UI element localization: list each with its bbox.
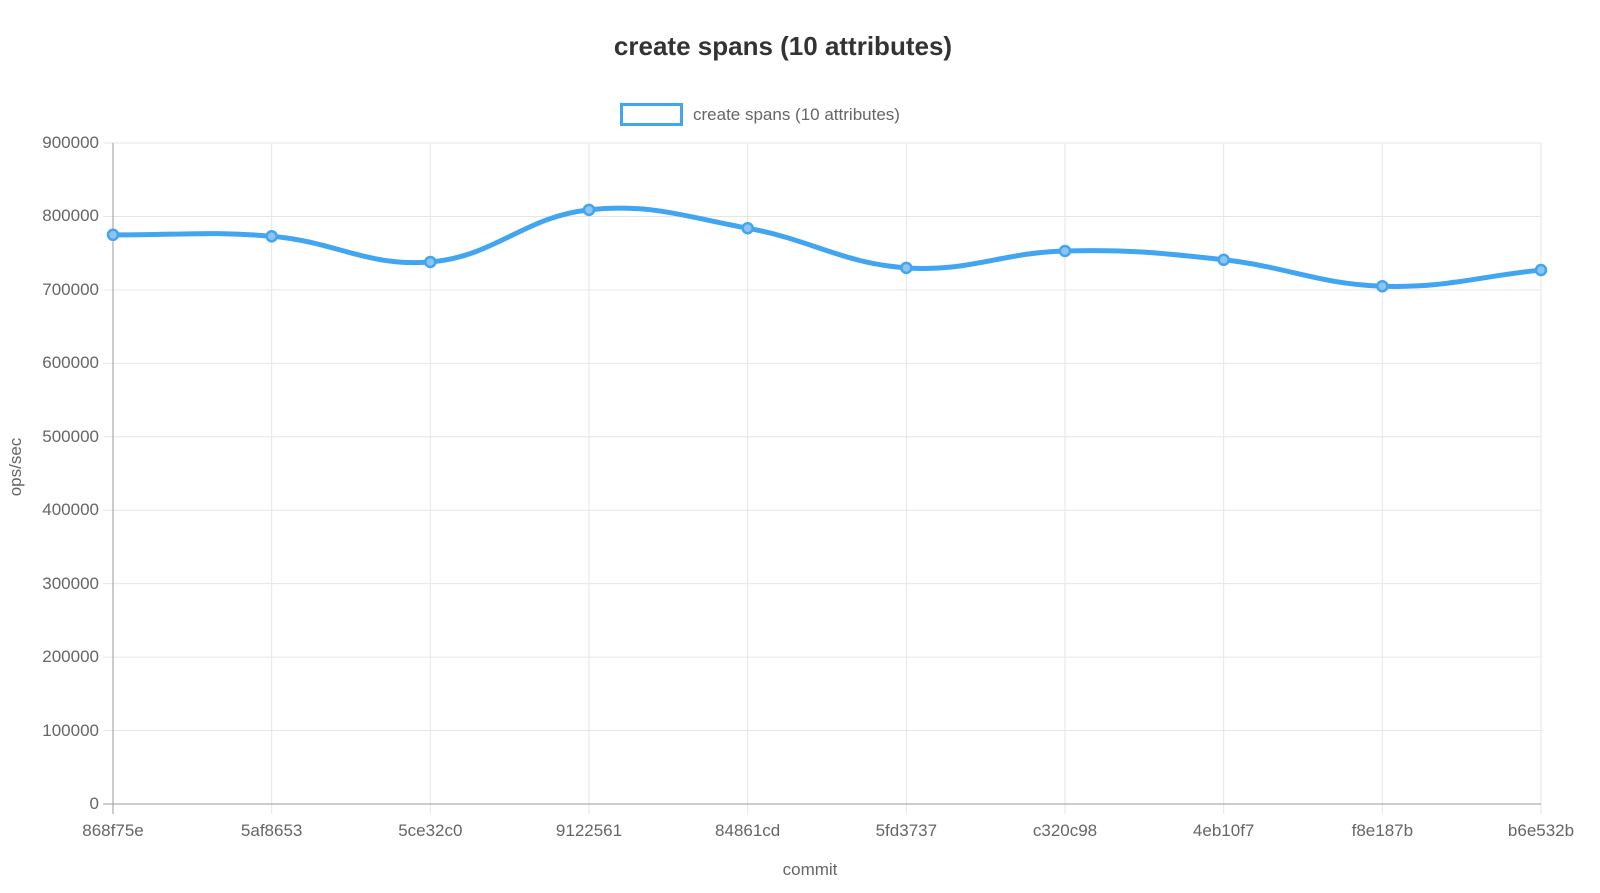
x-tick-label: 5ce32c0: [398, 821, 463, 840]
x-axis-title: commit: [782, 860, 838, 879]
legend-label: create spans (10 attributes): [693, 104, 900, 124]
x-tick-label: c320c98: [1032, 821, 1098, 840]
x-tick-label: 868f75e: [82, 821, 144, 840]
y-tick-label: 100000: [42, 720, 99, 740]
y-tick-label: 500000: [42, 426, 99, 446]
x-tick-label: b6e532b: [1507, 821, 1575, 840]
chart-title: create spans (10 attributes): [613, 31, 953, 61]
x-tick-label: f8e187b: [1351, 821, 1414, 840]
x-tick-label: 9122561: [555, 821, 623, 840]
legend-item[interactable]: create spans (10 attributes): [620, 103, 900, 126]
y-tick-label: 400000: [42, 500, 99, 520]
data-point[interactable]: [424, 255, 437, 269]
data-point[interactable]: [582, 203, 596, 217]
y-tick-label: 200000: [42, 647, 99, 667]
x-tick-label: 5fd3737: [875, 821, 938, 840]
y-tick-label: 800000: [42, 206, 99, 226]
x-tick-label: 84861cd: [715, 821, 781, 840]
y-tick-label: 700000: [42, 279, 99, 299]
y-tick-label: 300000: [42, 573, 99, 593]
data-point[interactable]: [1376, 279, 1389, 293]
data-point[interactable]: [1534, 263, 1548, 277]
data-point[interactable]: [1217, 253, 1230, 267]
series-line: [110, 205, 1544, 289]
data-point[interactable]: [900, 261, 913, 275]
x-tick-label: 4eb10f7: [1192, 821, 1255, 840]
y-tick-label: 600000: [42, 353, 99, 373]
y-tick-label: 900000: [42, 133, 99, 152]
data-point[interactable]: [741, 221, 754, 235]
x-tick-label: 5af8653: [240, 821, 303, 840]
data-point[interactable]: [106, 228, 120, 242]
data-point[interactable]: [265, 230, 278, 243]
y-axis-title: ops/sec: [6, 437, 25, 497]
legend-swatch: [620, 103, 683, 126]
data-point[interactable]: [1058, 244, 1072, 258]
y-tick-label: 0: [89, 794, 99, 813]
